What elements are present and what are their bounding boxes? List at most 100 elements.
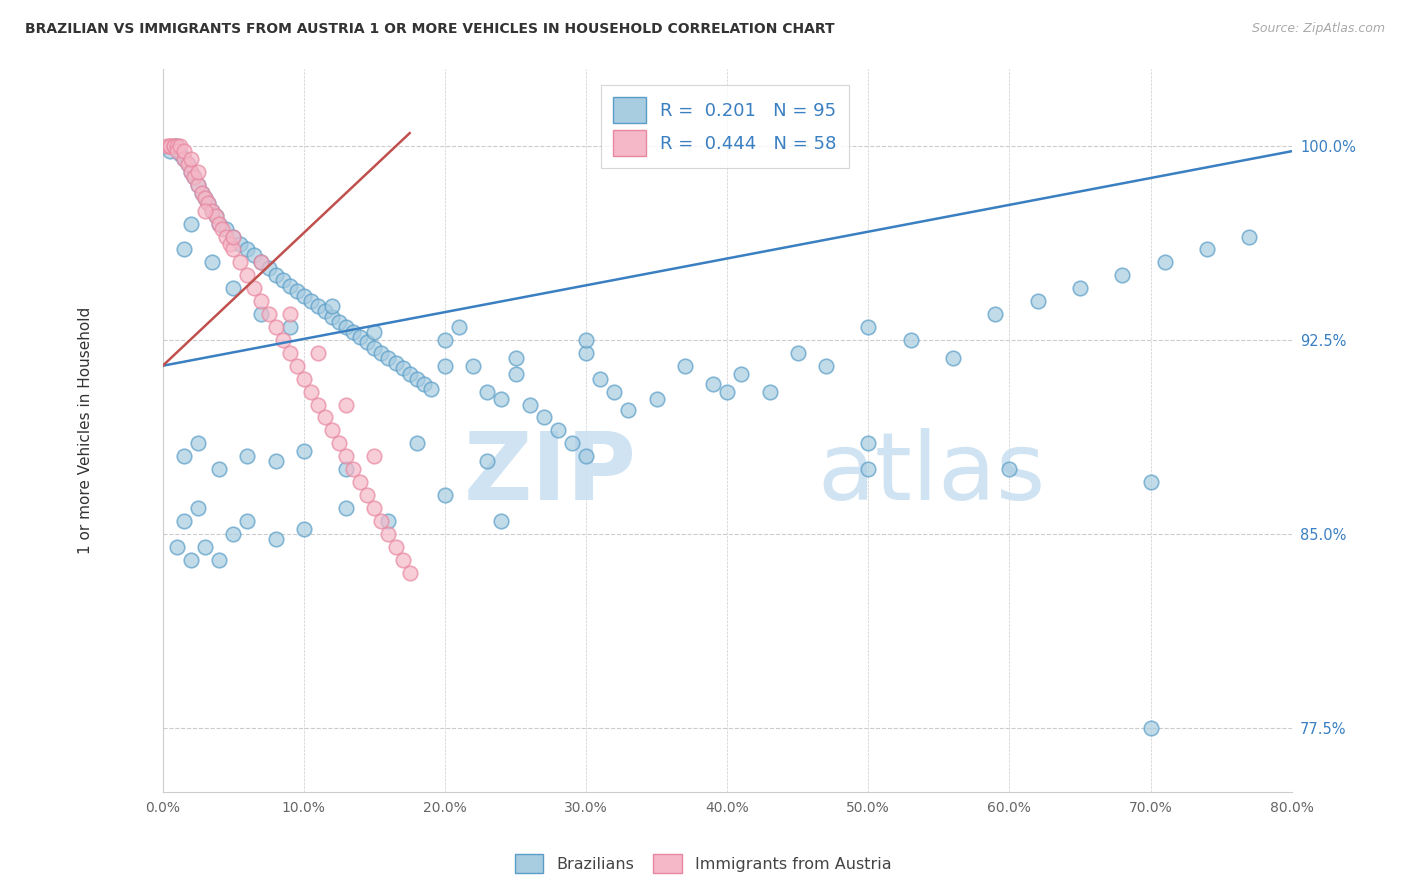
Point [398,566,420,580]
Point [519,398,541,412]
Point [1139,721,1161,735]
Point [335,462,357,476]
Point [398,367,420,381]
Point [1026,294,1049,309]
Y-axis label: 1 or more Vehicles in Household: 1 or more Vehicles in Household [79,307,93,554]
Point [229,255,252,269]
Point [208,217,231,231]
Point [173,449,195,463]
Point [307,299,329,313]
Point [194,203,217,218]
Point [278,320,301,334]
Point [645,392,668,407]
Point [412,376,434,391]
Point [1139,475,1161,489]
Point [177,157,200,171]
Point [219,237,242,252]
Point [173,152,195,166]
Point [292,289,315,303]
Point [363,325,385,339]
Point [194,540,217,554]
Point [477,384,499,399]
Point [236,449,259,463]
Point [349,475,371,489]
Point [211,221,233,235]
Point [575,333,598,347]
Point [271,273,294,287]
Point [307,346,329,360]
Point [491,514,513,528]
Point [278,278,301,293]
Point [236,268,259,283]
Point [363,500,385,515]
Point [299,294,322,309]
Point [197,195,219,210]
Point [730,367,752,381]
Legend: Brazilians, Immigrants from Austria: Brazilians, Immigrants from Austria [508,847,898,880]
Point [250,255,273,269]
Point [603,384,626,399]
Point [335,398,357,412]
Point [575,346,598,360]
Point [278,307,301,321]
Point [166,145,188,159]
Point [1195,243,1218,257]
Point [356,335,378,350]
Point [236,243,259,257]
Point [363,449,385,463]
Point [858,462,880,476]
Point [163,139,186,153]
Point [159,139,181,153]
Point [589,372,612,386]
Point [335,320,357,334]
Point [243,281,266,295]
Text: Source: ZipAtlas.com: Source: ZipAtlas.com [1251,22,1385,36]
Point [307,398,329,412]
Point [477,454,499,468]
Point [984,307,1007,321]
Point [299,384,322,399]
Point [201,203,224,218]
Point [166,139,188,153]
Point [314,410,336,425]
Point [321,423,343,437]
Point [177,157,200,171]
Point [335,500,357,515]
Point [264,532,287,546]
Point [222,281,245,295]
Point [191,186,214,200]
Point [321,310,343,324]
Point [264,320,287,334]
Point [758,384,780,399]
Point [342,462,364,476]
Point [900,333,922,347]
Point [229,237,252,252]
Point [187,500,209,515]
Point [257,260,280,275]
Point [222,243,245,257]
Point [187,178,209,192]
Point [183,170,205,185]
Point [201,203,224,218]
Point [433,488,456,502]
Point [173,243,195,257]
Point [356,488,378,502]
Point [271,333,294,347]
Point [491,392,513,407]
Point [391,361,413,376]
Point [194,191,217,205]
Point [377,514,399,528]
Point [187,165,209,179]
Point [173,152,195,166]
Point [321,299,343,313]
Point [163,139,186,153]
Point [292,444,315,458]
Point [173,514,195,528]
Point [292,522,315,536]
Point [433,333,456,347]
Point [292,372,315,386]
Text: BRAZILIAN VS IMMIGRANTS FROM AUSTRIA 1 OR MORE VEHICLES IN HOUSEHOLD CORRELATION: BRAZILIAN VS IMMIGRANTS FROM AUSTRIA 1 O… [25,22,835,37]
Point [180,217,202,231]
Point [858,320,880,334]
Point [370,346,392,360]
